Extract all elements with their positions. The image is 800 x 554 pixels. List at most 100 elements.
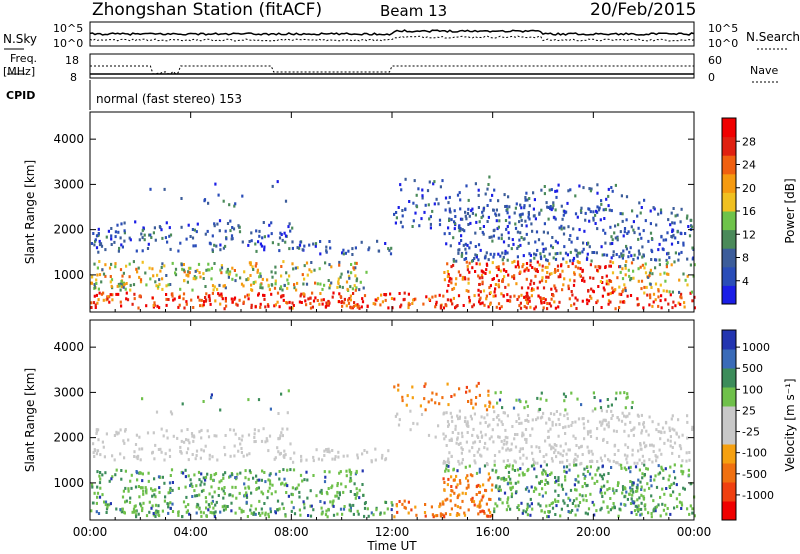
power-return-cell (542, 297, 545, 300)
vel-return-cell (122, 439, 125, 443)
vel-return-cell (194, 494, 197, 498)
power-return-cell (197, 295, 200, 299)
power-return-cell (637, 279, 640, 283)
vel-return-cell (640, 501, 643, 505)
vel-return-cell (119, 452, 122, 456)
vel-return-cell (374, 458, 377, 462)
power-return-cell (607, 282, 610, 286)
vel-return-cell (499, 390, 502, 394)
power-return-cell (597, 285, 600, 288)
power-return-cell (561, 269, 564, 273)
power-return-cell (543, 301, 546, 304)
vel-return-cell (620, 419, 624, 423)
vel-return-cell (577, 474, 580, 478)
vel-return-cell (606, 506, 609, 509)
power-scatter (90, 175, 696, 311)
power-return-cell (528, 204, 531, 208)
power-return-cell (158, 225, 161, 229)
vel-return-cell (224, 453, 227, 457)
vel-return-cell (545, 421, 548, 425)
vel-return-cell (167, 491, 170, 495)
vel-return-cell (545, 398, 548, 402)
vel-return-cell (638, 422, 641, 426)
power-return-cell (158, 306, 161, 310)
power-return-cell (506, 207, 509, 211)
vel-return-cell (654, 506, 657, 510)
power-return-cell (640, 279, 644, 283)
vel-return-cell (341, 512, 344, 516)
power-return-cell (245, 278, 248, 282)
vel-return-cell (686, 420, 689, 424)
power-return-cell (117, 249, 120, 253)
colorbar-swatch (722, 368, 736, 388)
power-return-cell (658, 258, 661, 262)
power-return-cell (98, 260, 101, 263)
vel-return-cell (537, 409, 540, 413)
colorbar-tick-label: 20 (742, 182, 756, 195)
vel-return-cell (498, 450, 501, 454)
power-return-cell (577, 261, 580, 264)
vel-return-cell (437, 424, 440, 428)
power-return-cell (267, 304, 270, 308)
power-return-cell (551, 246, 554, 250)
vel-return-cell (284, 514, 287, 518)
power-return-cell (493, 290, 496, 294)
vel-return-cell (256, 478, 259, 482)
vel-return-cell (615, 489, 618, 493)
vel-return-cell (577, 417, 581, 421)
power-return-cell (303, 244, 306, 248)
vel-return-cell (96, 495, 99, 499)
power-return-cell (399, 305, 402, 309)
power-return-cell (220, 266, 224, 270)
power-return-cell (482, 208, 485, 212)
vel-return-cell (555, 423, 558, 427)
power-return-cell (185, 302, 188, 306)
power-return-cell (589, 210, 592, 214)
vel-return-cell (623, 429, 626, 433)
vel-return-cell (643, 459, 646, 463)
power-return-cell (92, 232, 95, 235)
power-return-cell (527, 268, 530, 272)
power-return-cell (453, 209, 456, 213)
vel-return-cell (568, 448, 571, 452)
vel-return-cell (525, 507, 529, 511)
power-return-cell (294, 266, 297, 270)
vel-return-cell (465, 440, 468, 444)
vel-return-cell (563, 469, 566, 473)
vel-return-cell (301, 479, 304, 483)
power-return-cell (548, 272, 552, 276)
vel-return-cell (269, 472, 272, 476)
power-return-cell (548, 262, 551, 266)
power-return-cell (445, 242, 448, 246)
vel-return-cell (99, 486, 102, 490)
vel-return-cell (639, 443, 642, 447)
power-return-cell (529, 253, 532, 257)
power-return-cell (543, 185, 546, 188)
power-return-cell (141, 260, 144, 264)
power-return-cell (549, 207, 552, 211)
vel-return-cell (638, 468, 641, 472)
vel-return-cell (253, 440, 256, 444)
power-return-cell (523, 295, 526, 299)
vel-return-cell (443, 481, 446, 484)
vel-return-cell (267, 512, 270, 516)
vel-return-cell (168, 448, 171, 452)
vel-return-cell (465, 385, 468, 389)
power-return-cell (177, 305, 180, 309)
power-return-cell (319, 252, 322, 256)
power-return-cell (311, 305, 314, 309)
vel-return-cell (444, 469, 447, 473)
power-return-cell (155, 284, 158, 288)
vel-return-cell (574, 513, 577, 517)
vel-return-cell (500, 439, 503, 443)
vel-return-cell (479, 430, 483, 434)
power-return-cell (110, 234, 113, 238)
vel-return-cell (200, 472, 203, 476)
power-return-cell (641, 255, 644, 259)
power-return-cell (509, 299, 512, 303)
power-return-cell (528, 197, 531, 200)
power-return-cell (288, 274, 291, 278)
vel-return-cell (516, 506, 519, 509)
vel-return-cell (564, 395, 567, 399)
power-return-cell (492, 255, 495, 259)
